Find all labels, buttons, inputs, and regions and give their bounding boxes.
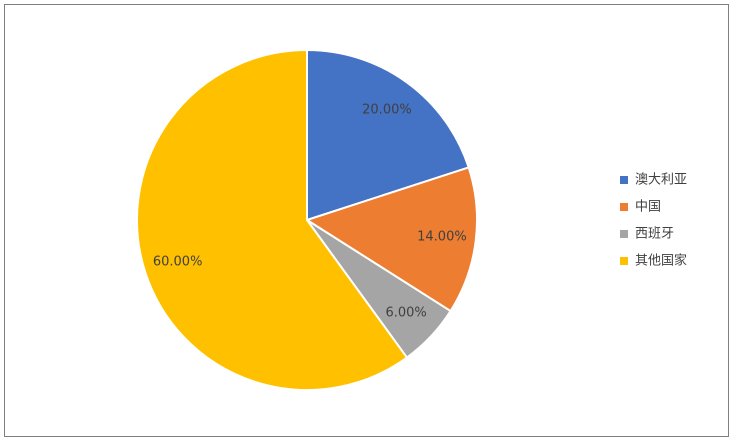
legend-marker	[620, 176, 628, 184]
pie-slice	[306, 48, 470, 222]
data-label: 60.00%	[153, 255, 203, 270]
legend-marker	[620, 230, 628, 238]
pie-slice	[136, 48, 409, 391]
legend-marker	[620, 203, 628, 211]
data-label: 20.00%	[362, 102, 412, 117]
legend-label: 西班牙	[635, 227, 674, 242]
data-label: 14.00%	[417, 230, 467, 245]
legend-marker	[620, 257, 628, 265]
legend-label: 其他国家	[635, 253, 687, 269]
legend-label: 中国	[635, 200, 661, 215]
pie-slice	[304, 166, 478, 313]
legend-label: 澳大利亚	[635, 172, 687, 188]
data-label: 6.00%	[385, 306, 426, 321]
